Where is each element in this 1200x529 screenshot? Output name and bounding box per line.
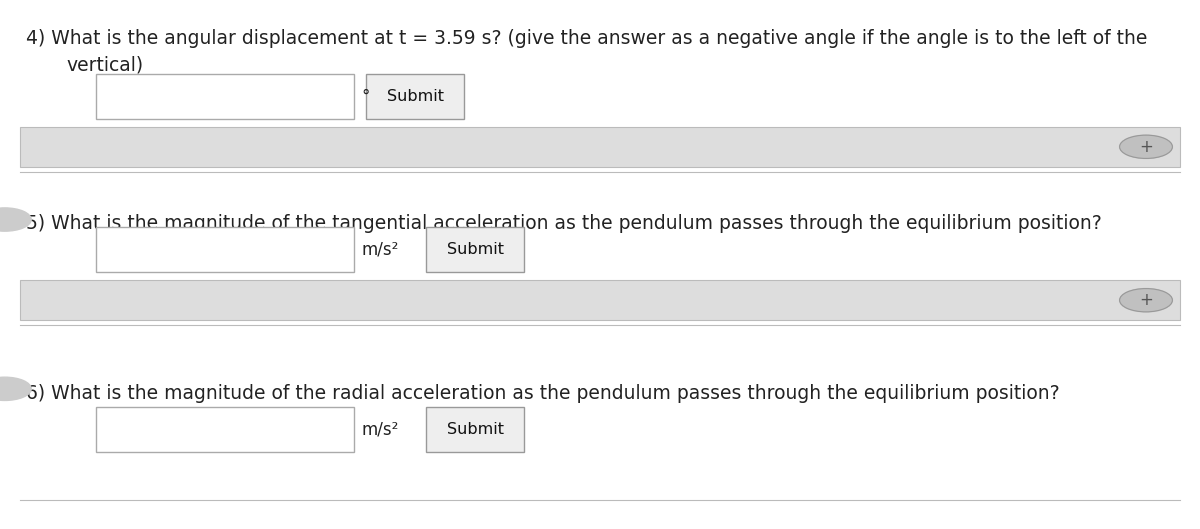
- Text: +: +: [1139, 138, 1153, 156]
- FancyBboxPatch shape: [96, 407, 354, 452]
- FancyBboxPatch shape: [20, 280, 1180, 320]
- Circle shape: [0, 208, 31, 231]
- Circle shape: [0, 377, 31, 400]
- Text: 4) What is the angular displacement at t = 3.59 s? (give the answer as a negativ: 4) What is the angular displacement at t…: [26, 29, 1147, 48]
- Text: °: °: [361, 87, 370, 106]
- Text: Submit: Submit: [386, 89, 444, 104]
- FancyBboxPatch shape: [96, 74, 354, 119]
- FancyBboxPatch shape: [20, 127, 1180, 167]
- Text: Submit: Submit: [446, 242, 504, 258]
- Text: 5) What is the magnitude of the tangential acceleration as the pendulum passes t: 5) What is the magnitude of the tangenti…: [26, 214, 1102, 233]
- FancyBboxPatch shape: [96, 227, 354, 272]
- Circle shape: [1120, 135, 1172, 158]
- Text: vertical): vertical): [66, 56, 143, 75]
- Text: +: +: [1139, 291, 1153, 309]
- Circle shape: [1120, 289, 1172, 312]
- FancyBboxPatch shape: [426, 227, 524, 272]
- FancyBboxPatch shape: [366, 74, 464, 119]
- Text: Submit: Submit: [446, 422, 504, 437]
- Text: 6) What is the magnitude of the radial acceleration as the pendulum passes throu: 6) What is the magnitude of the radial a…: [26, 384, 1060, 403]
- Text: m/s²: m/s²: [361, 241, 398, 259]
- FancyBboxPatch shape: [426, 407, 524, 452]
- Text: m/s²: m/s²: [361, 421, 398, 439]
